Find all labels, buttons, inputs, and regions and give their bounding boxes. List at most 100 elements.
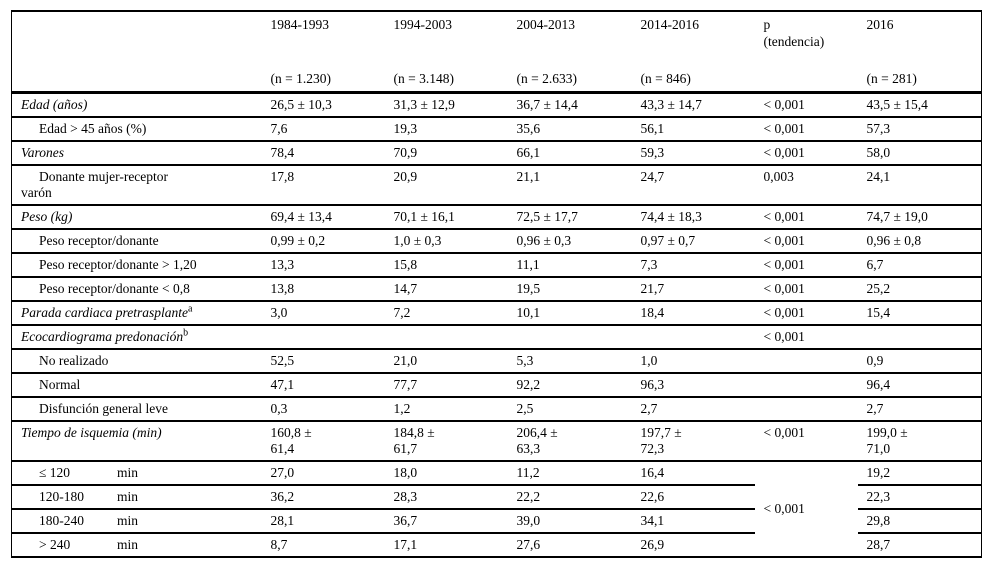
- value-cell: 69,4 ± 13,4: [261, 204, 385, 230]
- value-cell: 34,1: [631, 508, 755, 534]
- sample-size: (n = 846): [640, 70, 691, 86]
- value-cell: 3,0: [261, 300, 385, 326]
- p-value-cell: < 0,001: [754, 228, 858, 254]
- value-cell: 70,1 ± 16,1: [384, 204, 508, 230]
- table-row: Parada cardiaca pretrasplantea 3,0 7,2 10,1…: [11, 300, 982, 326]
- p-value-cell: < 0,001: [754, 252, 858, 278]
- p-value-cell: < 0,001: [754, 204, 858, 230]
- value-cell: 28,1: [261, 508, 385, 534]
- row-label-text: Peso receptor/donante < 0,8: [39, 280, 190, 296]
- value-cell: 96,3: [631, 372, 755, 398]
- row-label-text: Varones: [21, 144, 64, 160]
- row-label-text: 180-240: [39, 512, 84, 528]
- value-2016-cell: 29,8: [857, 508, 982, 534]
- table-row: Normal 47,1 77,7 92,2 96,3 96,4: [11, 372, 982, 398]
- row-label: Peso (kg): [11, 204, 262, 230]
- value-cell: 27,0: [261, 460, 385, 486]
- sample-size: (n = 3.148): [393, 70, 454, 86]
- row-label: Edad > 45 años (%): [11, 116, 262, 142]
- table-row: 180-240 min 28,1 36,7 39,0 34,1 29,8: [11, 508, 982, 534]
- value-cell: 22,6: [631, 484, 755, 510]
- value-cell: 92,2: [507, 372, 632, 398]
- value-cell: 13,3: [261, 252, 385, 278]
- table-row: Ecocardiograma predonaciónb < 0,001: [11, 324, 982, 350]
- value-cell: 70,9: [384, 140, 508, 166]
- row-label: No realizado: [11, 348, 262, 374]
- value-cell: 35,6: [507, 116, 632, 142]
- row-label-text: Donante mujer-receptor varón: [21, 168, 169, 200]
- row-label-text: Ecocardiograma predonación: [21, 328, 184, 344]
- period-label: 1994-2003: [393, 17, 453, 32]
- value-cell: 36,7 ± 14,4: [507, 92, 632, 118]
- row-label-text: Peso receptor/donante: [39, 232, 159, 248]
- value-cell: [384, 324, 508, 350]
- row-label: Peso receptor/donante: [11, 228, 262, 254]
- value-cell: 2,5: [507, 396, 632, 422]
- value-cell: 27,6: [507, 532, 632, 558]
- value-cell: 77,7: [384, 372, 508, 398]
- value-cell: 56,1: [631, 116, 755, 142]
- value-cell: 18,0: [384, 460, 508, 486]
- row-label: Normal: [11, 372, 262, 398]
- value-2016-cell: 43,5 ± 15,4: [857, 92, 982, 118]
- value-cell: 184,8 ± 61,7: [384, 420, 508, 462]
- value-2016-cell: 2,7: [857, 396, 982, 422]
- table-row: Varones 78,4 70,9 66,1 59,3 < 0,001 58,0: [11, 140, 982, 166]
- table-row: Peso receptor/donante < 0,8 13,8 14,7 19,5 2…: [11, 276, 982, 302]
- row-label-text: Disfunción general leve: [39, 400, 168, 416]
- p-value-cell: < 0,001: [754, 116, 858, 142]
- value-cell: 15,8: [384, 252, 508, 278]
- value-cell: 26,5 ± 10,3: [261, 92, 385, 118]
- value-cell: 5,3: [507, 348, 632, 374]
- header-empty-cell: [11, 11, 262, 94]
- value-2016-cell: 28,7: [857, 532, 982, 558]
- value-cell: 160,8 ± 61,4: [261, 420, 385, 462]
- unit-label: min: [117, 464, 139, 480]
- row-label-text: Parada cardiaca pretrasplante: [21, 304, 188, 320]
- p-value-cell: < 0,001: [754, 92, 858, 118]
- value-cell: 47,1: [261, 372, 385, 398]
- row-label-text: Edad (años): [21, 96, 88, 112]
- value-cell: 17,1: [384, 532, 508, 558]
- value-cell: 0,99 ± 0,2: [261, 228, 385, 254]
- p-value-cell: < 0,001: [754, 460, 858, 558]
- header-col-2004-2013: 2004-2013 (n = 2.633): [507, 11, 632, 94]
- table-row: 120-180 min 36,2 28,3 22,2 22,6 22,3: [11, 484, 982, 510]
- value-2016-cell: 74,7 ± 19,0: [857, 204, 982, 230]
- value-cell: 14,7: [384, 276, 508, 302]
- value-cell: 1,2: [384, 396, 508, 422]
- value-2016-cell: 57,3: [857, 116, 982, 142]
- value-2016-cell: 199,0 ± 71,0: [857, 420, 982, 462]
- transplant-registry-table: 1984-1993 (n = 1.230) 1994-2003 (n = 3.1…: [11, 10, 982, 558]
- table-row: Tiempo de isquemia (min) 160,8 ± 61,4 184,…: [11, 420, 982, 462]
- row-label-text: Edad > 45 años (%): [39, 120, 147, 136]
- value-cell: 206,4 ± 63,3: [507, 420, 632, 462]
- table-row: Peso receptor/donante 0,99 ± 0,2 1,0 ± 0,3…: [11, 228, 982, 254]
- value-2016-cell: 96,4: [857, 372, 982, 398]
- value-cell: 66,1: [507, 140, 632, 166]
- sample-size: (n = 2.633): [516, 70, 577, 86]
- p-value-cell: < 0,001: [754, 140, 858, 166]
- value-cell: 16,4: [631, 460, 755, 486]
- p-value-cell: [754, 348, 858, 374]
- value-cell: 43,3 ± 14,7: [631, 92, 755, 118]
- table-row: Disfunción general leve 0,3 1,2 2,5 2,7 2,7: [11, 396, 982, 422]
- value-cell: 21,7: [631, 276, 755, 302]
- row-label: Edad (años): [11, 92, 262, 118]
- row-label: Disfunción general leve: [11, 396, 262, 422]
- sample-size: (n = 281): [866, 70, 917, 86]
- row-label-text: Tiempo de isquemia (min): [21, 424, 162, 440]
- value-2016-cell: 19,2: [857, 460, 982, 486]
- value-cell: 36,7: [384, 508, 508, 534]
- value-cell: 7,3: [631, 252, 755, 278]
- value-cell: 1,0 ± 0,3: [384, 228, 508, 254]
- value-2016-cell: [857, 324, 982, 350]
- row-label-text: > 240: [39, 536, 71, 552]
- row-label-text: Peso receptor/donante > 1,20: [39, 256, 197, 272]
- sample-size: (n = 1.230): [270, 70, 331, 86]
- value-cell: 19,5: [507, 276, 632, 302]
- table-row: Donante mujer-receptor varón 17,8 20,9 21,1…: [11, 164, 982, 206]
- value-cell: 7,6: [261, 116, 385, 142]
- p-value-cell: < 0,001: [754, 420, 858, 462]
- value-cell: 7,2: [384, 300, 508, 326]
